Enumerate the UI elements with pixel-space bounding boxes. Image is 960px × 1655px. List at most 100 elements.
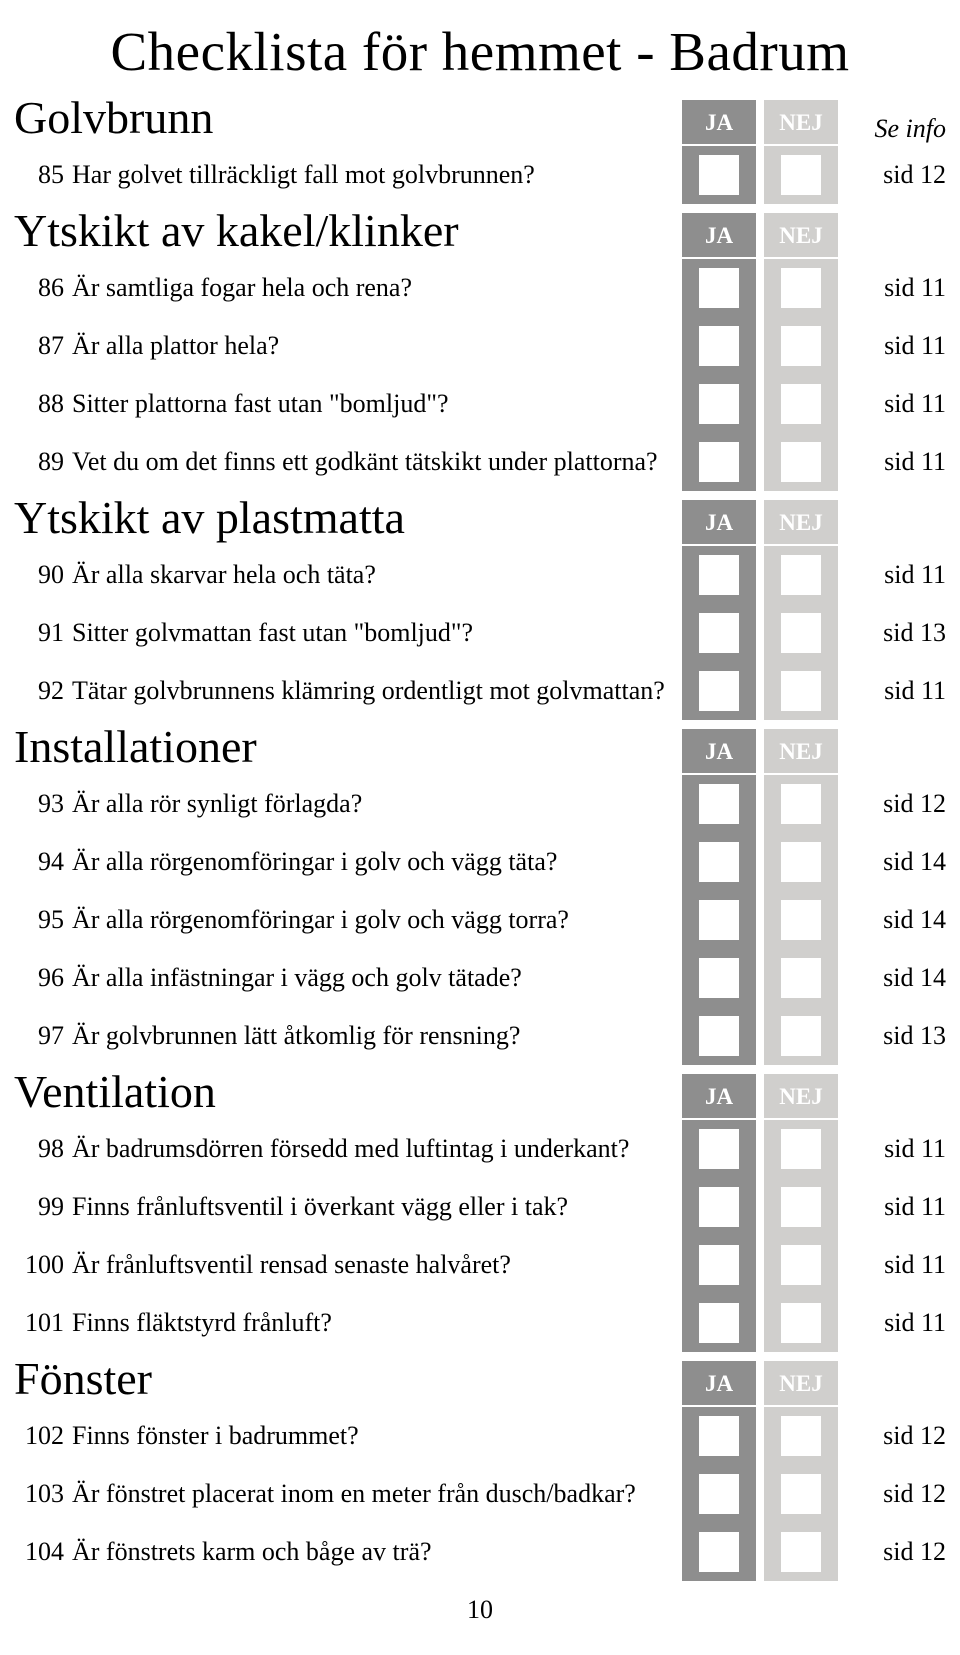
item-question: Är alla rörgenomföringar i golv och vägg… [72, 905, 569, 935]
ja-checkbox[interactable] [699, 555, 739, 595]
ja-checkbox[interactable] [699, 1303, 739, 1343]
item-info-ref: sid 11 [838, 273, 950, 303]
item-question: Tätar golvbrunnens klämring ordentligt m… [72, 676, 665, 706]
section-header-row: GolvbrunnJANEJSe info [10, 91, 950, 146]
ja-checkbox[interactable] [699, 268, 739, 308]
item-info-ref: sid 11 [838, 331, 950, 361]
item-question: Är fönstret placerat inom en meter från … [72, 1479, 636, 1509]
item-info-ref: sid 11 [838, 1308, 950, 1338]
ja-checkbox[interactable] [699, 958, 739, 998]
item-question: Sitter plattorna fast utan "bomljud"? [72, 389, 448, 419]
item-info-ref: sid 12 [838, 1421, 950, 1451]
ja-checkbox[interactable] [699, 155, 739, 195]
ja-checkbox[interactable] [699, 1016, 739, 1056]
ja-checkbox[interactable] [699, 326, 739, 366]
nej-header-label: NEJ [779, 500, 822, 544]
ja-checkbox[interactable] [699, 1129, 739, 1169]
nej-checkbox[interactable] [781, 958, 821, 998]
info-header: Se info [838, 114, 950, 144]
checklist-row: 87Är alla plattor hela?sid 11 [10, 317, 950, 375]
ja-header-label: JA [705, 500, 733, 544]
nej-header-label: NEJ [779, 729, 822, 773]
item-number: 100 [10, 1250, 72, 1280]
item-info-ref: sid 12 [838, 160, 950, 190]
ja-checkbox[interactable] [699, 1187, 739, 1227]
item-info-ref: sid 11 [838, 1134, 950, 1164]
nej-header-label: NEJ [779, 100, 822, 144]
item-question: Vet du om det finns ett godkänt tätskikt… [72, 447, 658, 477]
section-header-row: Ventilation JANEJ [10, 1065, 950, 1120]
item-question: Är alla skarvar hela och täta? [72, 560, 376, 590]
section-header-row: Ytskikt av kakel/klinkerJANEJ [10, 204, 950, 259]
checklist-row: 91Sitter golvmattan fast utan "bomljud"?… [10, 604, 950, 662]
ja-checkbox[interactable] [699, 900, 739, 940]
nej-checkbox[interactable] [781, 442, 821, 482]
item-info-ref: sid 14 [838, 847, 950, 877]
answer-header: JANEJ [682, 1074, 838, 1118]
section-heading: Golvbrunn [10, 91, 213, 144]
section-header-row: Installationer JA NEJ [10, 720, 950, 775]
item-question: Är fönstrets karm och båge av trä? [72, 1537, 432, 1567]
item-info-ref: sid 11 [838, 1250, 950, 1280]
nej-checkbox[interactable] [781, 1187, 821, 1227]
ja-checkbox[interactable] [699, 613, 739, 653]
nej-checkbox[interactable] [781, 1129, 821, 1169]
item-number: 92 [10, 676, 72, 706]
checklist-row: 102Finns fönster i badrummet?sid 12 [10, 1407, 950, 1465]
nej-checkbox[interactable] [781, 784, 821, 824]
item-number: 102 [10, 1421, 72, 1451]
page-title: Checklista för hemmet - Badrum [10, 20, 950, 83]
item-number: 89 [10, 447, 72, 477]
nej-checkbox[interactable] [781, 1245, 821, 1285]
item-number: 88 [10, 389, 72, 419]
item-number: 104 [10, 1537, 72, 1567]
item-number: 91 [10, 618, 72, 648]
item-question: Finns frånluftsventil i överkant vägg el… [72, 1192, 568, 1222]
item-number: 87 [10, 331, 72, 361]
nej-checkbox[interactable] [781, 900, 821, 940]
ja-checkbox[interactable] [699, 1416, 739, 1456]
nej-checkbox[interactable] [781, 1016, 821, 1056]
nej-checkbox[interactable] [781, 384, 821, 424]
section-heading: Installationer [10, 720, 257, 773]
section-header-row: Ytskikt av plastmattaJANEJ [10, 491, 950, 546]
ja-checkbox[interactable] [699, 671, 739, 711]
item-question: Finns fläktstyrd frånluft? [72, 1308, 332, 1338]
item-number: 98 [10, 1134, 72, 1164]
nej-checkbox[interactable] [781, 671, 821, 711]
section-heading: Fönster [10, 1352, 152, 1405]
item-question: Är frånluftsventil rensad senaste halvår… [72, 1250, 511, 1280]
checklist-row: 94Är alla rörgenomföringar i golv och vä… [10, 833, 950, 891]
nej-checkbox[interactable] [781, 326, 821, 366]
nej-checkbox[interactable] [781, 1474, 821, 1514]
ja-checkbox[interactable] [699, 384, 739, 424]
ja-checkbox[interactable] [699, 842, 739, 882]
nej-checkbox[interactable] [781, 555, 821, 595]
ja-checkbox[interactable] [699, 1474, 739, 1514]
item-info-ref: sid 12 [838, 1537, 950, 1567]
item-info-ref: sid 14 [838, 963, 950, 993]
checklist-row: 103Är fönstret placerat inom en meter fr… [10, 1465, 950, 1523]
checklist-row: 92Tätar golvbrunnens klämring ordentligt… [10, 662, 950, 720]
nej-checkbox[interactable] [781, 1303, 821, 1343]
checklist-row: 104Är fönstrets karm och båge av trä? sid… [10, 1523, 950, 1581]
page-number: 10 [10, 1595, 950, 1625]
item-question: Är badrumsdörren försedd med luftintag i… [72, 1134, 629, 1164]
item-info-ref: sid 13 [838, 1021, 950, 1051]
nej-checkbox[interactable] [781, 1532, 821, 1572]
ja-checkbox[interactable] [699, 784, 739, 824]
answer-header: JA NEJ [682, 500, 838, 544]
nej-checkbox[interactable] [781, 842, 821, 882]
item-number: 96 [10, 963, 72, 993]
item-number: 103 [10, 1479, 72, 1509]
ja-checkbox[interactable] [699, 1245, 739, 1285]
ja-checkbox[interactable] [699, 442, 739, 482]
section-heading: Ventilation [10, 1065, 216, 1118]
item-info-ref: sid 14 [838, 905, 950, 935]
nej-checkbox[interactable] [781, 155, 821, 195]
ja-header-label: JA [705, 729, 733, 773]
nej-checkbox[interactable] [781, 613, 821, 653]
nej-checkbox[interactable] [781, 268, 821, 308]
nej-checkbox[interactable] [781, 1416, 821, 1456]
ja-checkbox[interactable] [699, 1532, 739, 1572]
